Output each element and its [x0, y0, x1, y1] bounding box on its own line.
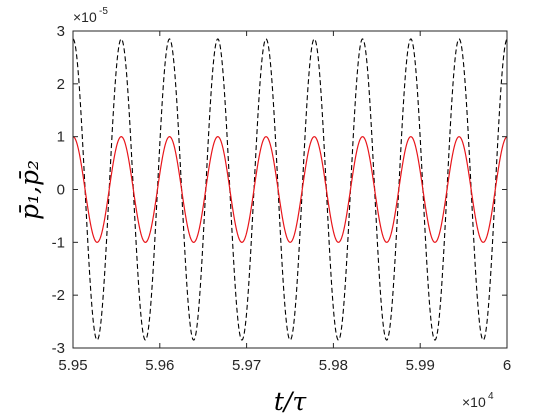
- y-exponent-label: ×10 -5: [73, 6, 108, 25]
- svg-text:×10: ×10: [462, 394, 486, 410]
- x-tick-label: 5.98: [319, 357, 348, 374]
- y-tick-label: 0: [57, 182, 65, 199]
- x-tick-label: 5.96: [145, 357, 174, 374]
- plot-area: [73, 31, 507, 348]
- y-tick-label: -3: [52, 340, 65, 357]
- x-exponent-label: ×10 4: [462, 391, 494, 410]
- x-axis-label: t/τ: [274, 387, 307, 416]
- x-tick-label: 6: [503, 357, 511, 374]
- y-tick-label: -2: [52, 287, 65, 304]
- y-tick-label: 2: [57, 76, 65, 93]
- series-line-dashed: [72, 38, 508, 341]
- series-line-solid: [72, 136, 508, 243]
- y-tick-label: -1: [52, 234, 65, 251]
- svg-text:×10: ×10: [73, 9, 97, 25]
- x-tick-label: 5.97: [232, 357, 261, 374]
- x-tick-label: 5.99: [406, 357, 435, 374]
- svg-text:-5: -5: [99, 6, 108, 17]
- svg-text:4: 4: [488, 391, 494, 402]
- y-tick-label: 1: [57, 129, 65, 146]
- y-tick-label: 3: [57, 23, 65, 40]
- x-tick-label: 5.95: [58, 357, 87, 374]
- y-axis-label: p̄₁,p̄₂: [15, 160, 44, 220]
